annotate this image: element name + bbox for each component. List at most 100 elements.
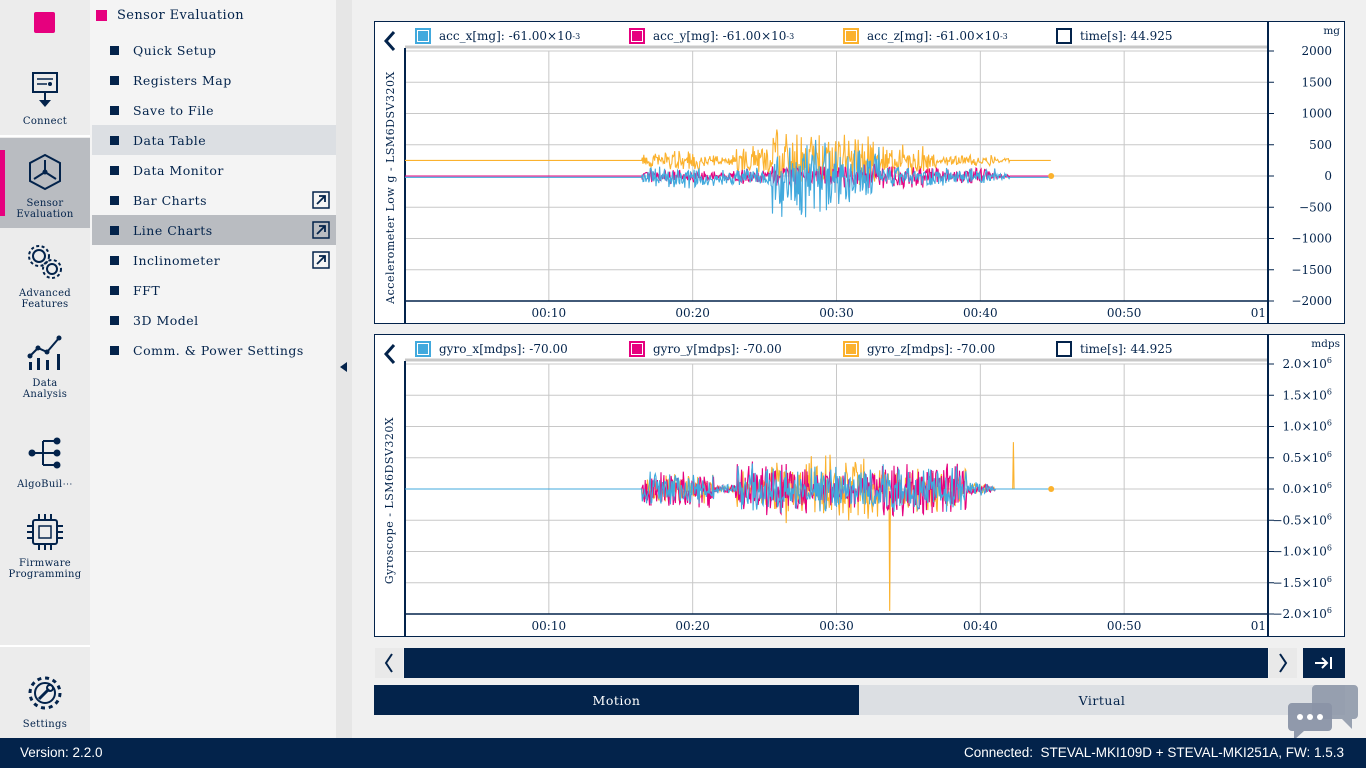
x-tick-label: 00:40 <box>963 619 998 633</box>
gears-icon <box>28 245 62 279</box>
x-tick-label: 01 <box>1251 619 1266 633</box>
legend-item-acc-y[interactable]: acc_y[mg]: -61.00×10 -3 <box>629 26 794 46</box>
menu-item-data-table[interactable]: Data Table <box>92 125 336 155</box>
open-external-icon[interactable] <box>312 191 330 209</box>
menu-item-comm-power-settings[interactable]: Comm. & Power Settings <box>92 335 336 365</box>
y-tick-label: −1000 <box>1291 232 1332 246</box>
series-line-acc_z <box>405 129 1051 191</box>
skip-to-end-icon <box>1315 657 1332 669</box>
menu-item-quick-setup[interactable]: Quick Setup <box>92 35 336 65</box>
legend-item-gyro-y[interactable]: gyro_y[mdps]: -70.00 <box>629 339 782 359</box>
rail-algobuilder-button[interactable]: AlgoBuil⋯ <box>0 408 90 498</box>
bullet <box>110 135 119 145</box>
legend-item-time[interactable]: time[s]: 44.925 <box>1056 339 1173 359</box>
legend-swatch <box>843 341 859 357</box>
chart-unit: mg <box>1323 25 1340 37</box>
rail-connect-button[interactable]: Connect <box>0 45 90 135</box>
menu-header: Sensor Evaluation <box>96 6 244 24</box>
accelerometer-chart: 2000 1500 1000 500 0 −500 −1000 −1500 −2000 00:10… <box>374 21 1345 324</box>
legend-label: time[s]: 44.925 <box>1080 29 1173 43</box>
legend-swatch <box>843 28 859 44</box>
legend-label: acc_z[mg]: -61.00×10 <box>867 29 1000 43</box>
connect-icon <box>32 72 58 107</box>
rail-advanced-features-button[interactable]: Advanced Features <box>0 228 90 318</box>
chat-icon[interactable] <box>1286 683 1360 741</box>
legend-item-gyro-z[interactable]: gyro_z[mdps]: -70.00 <box>843 339 995 359</box>
collapse-chart-chevron-icon[interactable] <box>379 341 401 367</box>
legend-item-acc-z[interactable]: acc_z[mg]: -61.00×10 -3 <box>843 26 1008 46</box>
menu-title: Sensor Evaluation <box>117 7 245 23</box>
chart-y-axis-label-text: Accelerometer Low g - LSM6DSV320X <box>383 70 397 304</box>
collapse-chart-chevron-icon[interactable] <box>379 28 401 54</box>
legend-item-time[interactable]: time[s]: 44.925 <box>1056 26 1173 46</box>
menu-item-label: 3D Model <box>133 312 199 328</box>
scroll-left-button[interactable] <box>375 648 403 678</box>
y-tick-exponent: 6 <box>1327 481 1332 490</box>
menu-item-label: Data Monitor <box>133 162 224 178</box>
chart-y-axis-label: Accelerometer Low g - LSM6DSV320X <box>381 62 399 312</box>
y-tick-label: 0.0×106 <box>1282 481 1332 496</box>
y-tick-label: −0.5×106 <box>1272 512 1332 527</box>
legend-swatch <box>415 341 431 357</box>
menu-item-label: Save to File <box>133 102 215 118</box>
tab-motion[interactable]: Motion <box>374 685 859 715</box>
y-tick-label: −1500 <box>1291 263 1332 277</box>
menu-item-label: Inclinometer <box>133 252 221 268</box>
rail-sensor-evaluation-button[interactable]: Sensor Evaluation <box>0 138 90 228</box>
time-scrollbar[interactable] <box>404 648 1268 678</box>
legend-swatch <box>1056 28 1072 44</box>
legend-exponent: -3 <box>786 31 795 41</box>
menu-item-inclinometer[interactable]: Inclinometer <box>92 245 336 275</box>
legend-exponent: -3 <box>999 31 1008 41</box>
jump-to-end-button[interactable] <box>1303 648 1345 678</box>
menu-item-registers-map[interactable]: Registers Map <box>92 65 336 95</box>
rail-firmware-programming-button[interactable]: Firmware Programming <box>0 498 90 588</box>
legend-item-acc-x[interactable]: acc_x[mg]: -61.00×10 -3 <box>415 26 580 46</box>
menu-item-data-monitor[interactable]: Data Monitor <box>92 155 336 185</box>
x-tick-label: 00:50 <box>1107 306 1142 320</box>
bullet <box>110 225 119 235</box>
bullet <box>110 255 119 265</box>
chart-y-axis-label-text: Gyroscope - LSM6DSV320X <box>383 416 397 584</box>
menu-item-fft[interactable]: FFT <box>92 275 336 305</box>
legend-swatch <box>629 28 645 44</box>
menu-item-label: Bar Charts <box>133 192 208 208</box>
chart-plot-1: 2.0×106 1.5×106 1.0×106 0.5×106 0.0×106 −0.5×… <box>404 335 1332 636</box>
rail-sensor-evaluation-label: Sensor Evaluation <box>16 198 74 220</box>
legend-item-gyro-x[interactable]: gyro_x[mdps]: -70.00 <box>415 339 568 359</box>
series-line-acc_x <box>405 139 1051 218</box>
x-tick-label: 00:20 <box>675 306 710 320</box>
x-tick-label: 00:30 <box>819 306 854 320</box>
menu-item-label: Registers Map <box>133 72 232 88</box>
legend-swatch <box>1056 341 1072 357</box>
collapse-menu-arrow-icon[interactable] <box>340 362 347 372</box>
open-external-icon[interactable] <box>312 251 330 269</box>
chart-plot-0: 2000 1500 1000 500 0 −500 −1000 −1500 −2000 00:10… <box>404 22 1332 323</box>
menu-item-label: Data Table <box>133 132 207 148</box>
tab-virtual[interactable]: Virtual <box>859 685 1345 715</box>
menu-item-label: FFT <box>133 282 161 298</box>
open-external-icon[interactable] <box>312 221 330 239</box>
series-line-acc_y <box>405 163 1051 190</box>
menu-item-3d-model[interactable]: 3D Model <box>92 305 336 335</box>
y-tick-label: 500 <box>1309 138 1332 152</box>
menu-item-line-charts[interactable]: Line Charts <box>92 215 336 245</box>
menu-item-save-to-file[interactable]: Save to File <box>92 95 336 125</box>
menu-item-label: Quick Setup <box>133 42 217 58</box>
y-tick-exponent: 6 <box>1327 450 1332 459</box>
version-text: Version: 2.2.0 <box>20 745 103 760</box>
sensor-evaluation-icon <box>29 153 61 191</box>
current-sample-marker <box>1048 173 1055 179</box>
menu-item-label: Line Charts <box>133 222 213 238</box>
rail-settings-button[interactable]: Settings <box>0 648 90 738</box>
scroll-right-button[interactable] <box>1269 648 1297 678</box>
y-tick-label: −2.0×106 <box>1272 606 1332 621</box>
data-analysis-icon <box>27 335 62 370</box>
y-tick-exponent: 6 <box>1327 512 1332 521</box>
rail-data-analysis-button[interactable]: Data Analysis <box>0 318 90 408</box>
rail-divider <box>0 645 90 647</box>
y-tick-label: −500 <box>1299 200 1332 214</box>
current-sample-marker <box>1048 486 1055 492</box>
menu-item-bar-charts[interactable]: Bar Charts <box>92 185 336 215</box>
